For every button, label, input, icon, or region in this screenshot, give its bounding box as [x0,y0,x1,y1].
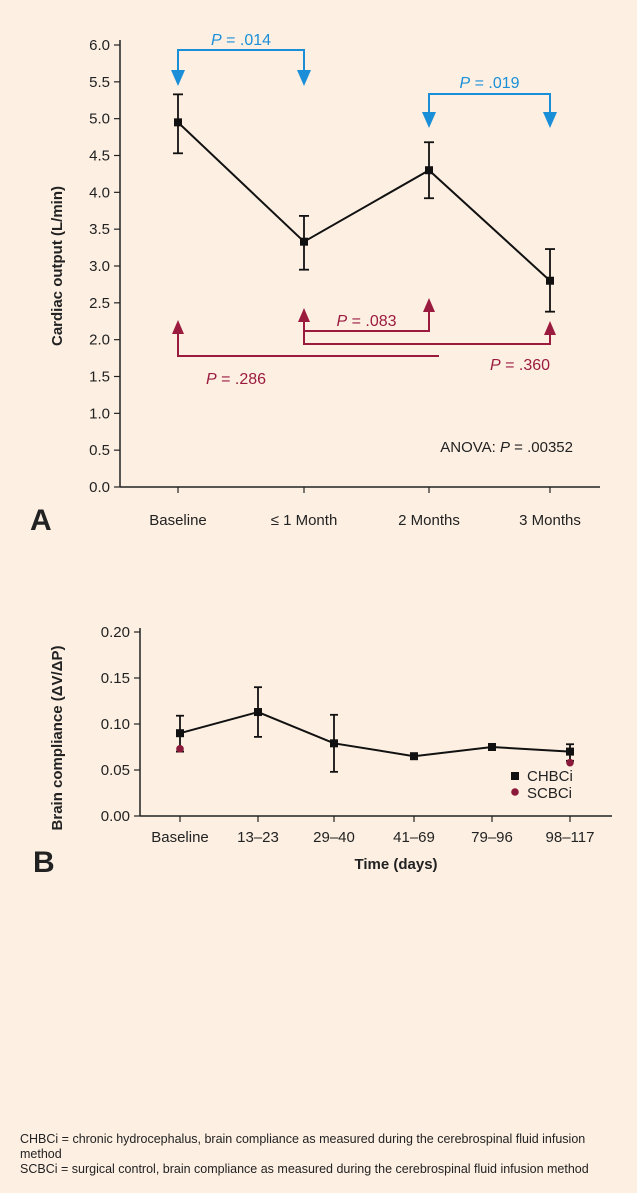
p-arrow [171,70,185,86]
data-point [425,166,433,175]
p-bracket [303,312,430,332]
y-axis-title: Cardiac output (L/min) [49,186,66,346]
y-tick-label: 4.5 [89,148,110,165]
y-tick-label: 0.05 [101,762,130,779]
p-arrow [297,70,311,86]
p-value-label: P = .019 [459,75,519,92]
x-tick-label: 98–117 [546,829,595,846]
data-line [177,121,551,282]
y-tick-label: 6.0 [89,37,110,54]
data-point-chbci [254,708,262,717]
data-point-chbci [176,729,184,738]
x-tick-label: 2 Months [398,512,460,529]
legend-marker-scbci [511,788,519,796]
p-value-label: P = .014 [211,32,271,49]
panel-label-b: B [33,846,55,879]
p-arrow [544,321,556,335]
legend-label-chbci: CHBCi [527,768,573,785]
x-tick-label: 29–40 [313,829,355,846]
p-bracket [303,330,551,345]
data-point-scbci [176,745,184,753]
y-tick-label: 4.0 [89,184,110,201]
footnotes: CHBCi = chronic hydrocephalus, brain com… [20,1132,620,1177]
y-tick-label: 0.00 [101,808,130,825]
x-axis-title: Time (days) [354,856,437,873]
chart-b: 0.00 0.05 0.10 0.15 0.20 Baseline 13–23 29–40 41… [33,624,612,879]
p-bracket [428,93,551,112]
x-tick-label: 3 Months [519,512,581,529]
footnote-scbci: SCBCi = surgical control, brain complian… [20,1162,589,1176]
chart-a: 0.0 0.5 1.0 1.5 2.0 2.5 3.0 3.5 4.0 4.5 5.0 5.5 6.0 B… [30,32,600,537]
y-tick-label: 0.5 [89,442,110,459]
data-point [300,237,308,246]
data-point-chbci [566,747,574,756]
x-tick-label: Baseline [149,512,207,529]
data-point-scbci [566,758,574,767]
series-line-chbci [179,710,571,758]
p-arrow [422,112,436,128]
footnote-chbci: CHBCi = chronic hydrocephalus, brain com… [20,1132,586,1161]
data-point-chbci [410,752,418,761]
y-tick-label: 0.20 [101,624,130,641]
x-tick-label: 41–69 [393,829,435,846]
p-value-label: P = .286 [206,371,266,388]
y-tick-label: 2.5 [89,295,110,312]
y-tick-label: 0.10 [101,716,130,733]
y-axis-title: Brain compliance (ΔV/ΔP) [49,646,66,831]
y-tick-label: 1.5 [89,369,110,386]
anova-annotation: ANOVA: P = .00352 [440,439,573,456]
y-tick-label: 2.0 [89,332,110,349]
data-point-chbci [488,743,496,751]
legend-marker-chbci [511,772,519,780]
y-tick-label: 3.5 [89,221,110,238]
p-value-label: P = .083 [336,313,396,330]
x-tick-label: 79–96 [471,829,513,846]
data-point [546,276,554,285]
p-arrow [172,320,184,334]
p-arrow [543,112,557,128]
x-tick-label: Baseline [151,829,209,846]
p-bracket [177,49,305,70]
panel-label-a: A [30,504,52,537]
data-point-chbci [330,739,338,748]
y-tick-label: 5.5 [89,74,110,91]
y-tick-label: 0.0 [89,479,110,496]
y-tick-label: 3.0 [89,258,110,275]
p-arrow [298,308,310,322]
y-tick-label: 5.0 [89,111,110,128]
data-point [174,118,182,127]
y-tick-label: 1.0 [89,405,110,422]
x-tick-label: 13–23 [237,829,279,846]
y-tick-label: 0.15 [101,670,130,687]
p-value-label: P = .360 [490,357,550,374]
x-tick-label: ≤ 1 Month [271,512,338,529]
p-bracket [177,332,439,357]
p-arrow [423,298,435,312]
legend-label-scbci: SCBCi [527,785,572,802]
